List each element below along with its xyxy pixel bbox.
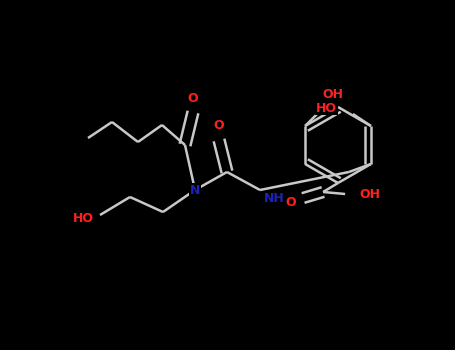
Text: HO: HO: [316, 102, 337, 114]
Text: NH: NH: [264, 193, 285, 205]
Text: O: O: [286, 196, 296, 209]
Text: O: O: [214, 119, 224, 133]
Text: O: O: [187, 91, 198, 105]
Text: HO: HO: [73, 212, 94, 225]
Text: N: N: [190, 183, 200, 196]
Text: OH: OH: [323, 88, 344, 100]
Text: OH: OH: [359, 188, 380, 201]
